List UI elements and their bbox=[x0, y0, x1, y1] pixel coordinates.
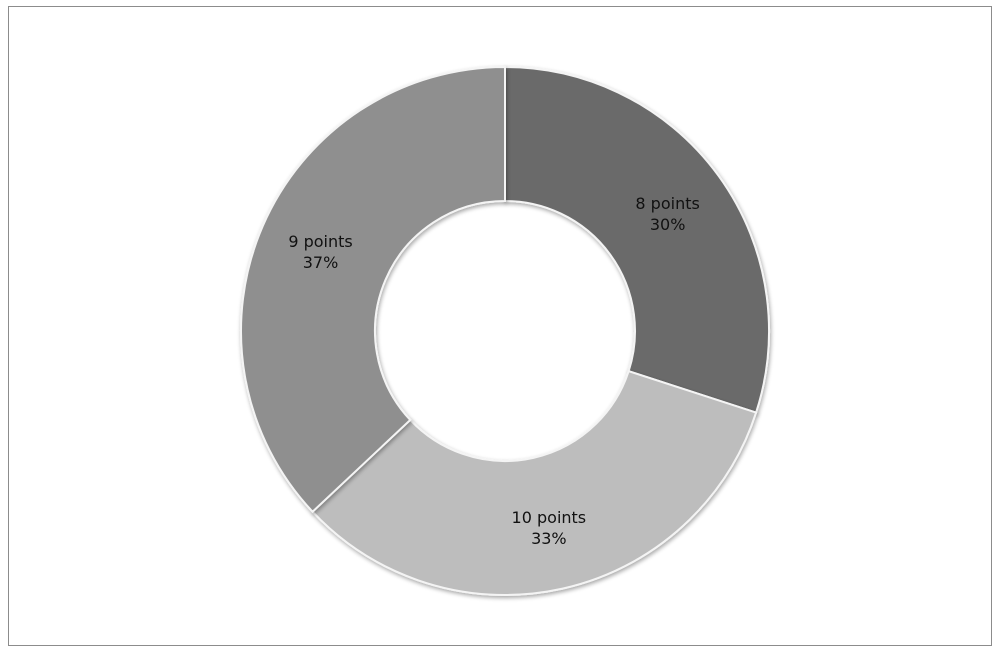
donut-slice-8-points bbox=[504, 65, 770, 414]
slice-label-name: 10 points bbox=[512, 508, 587, 527]
slice-label-name: 8 points bbox=[635, 194, 699, 213]
slice-label-percent: 37% bbox=[303, 253, 339, 272]
donut-slice-10-points bbox=[311, 369, 758, 596]
slice-label-percent: 33% bbox=[531, 529, 567, 548]
labels-layer: 8 points 30% 10 points 33% 9 points 37% bbox=[288, 194, 699, 548]
donut-slice-9-points bbox=[240, 65, 506, 514]
slices-layer bbox=[240, 65, 770, 596]
slice-label-name: 9 points bbox=[288, 232, 352, 251]
slice-label-percent: 30% bbox=[650, 215, 686, 234]
